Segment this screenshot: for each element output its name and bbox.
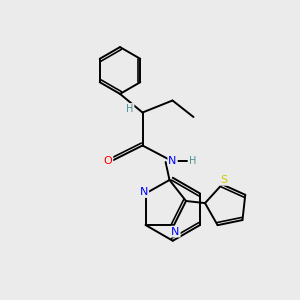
Text: H: H: [126, 104, 134, 114]
Text: N: N: [168, 155, 177, 166]
Text: N: N: [140, 187, 148, 197]
Text: N: N: [171, 226, 180, 237]
Text: O: O: [103, 155, 112, 166]
Text: S: S: [220, 175, 227, 185]
Text: H: H: [189, 155, 196, 166]
